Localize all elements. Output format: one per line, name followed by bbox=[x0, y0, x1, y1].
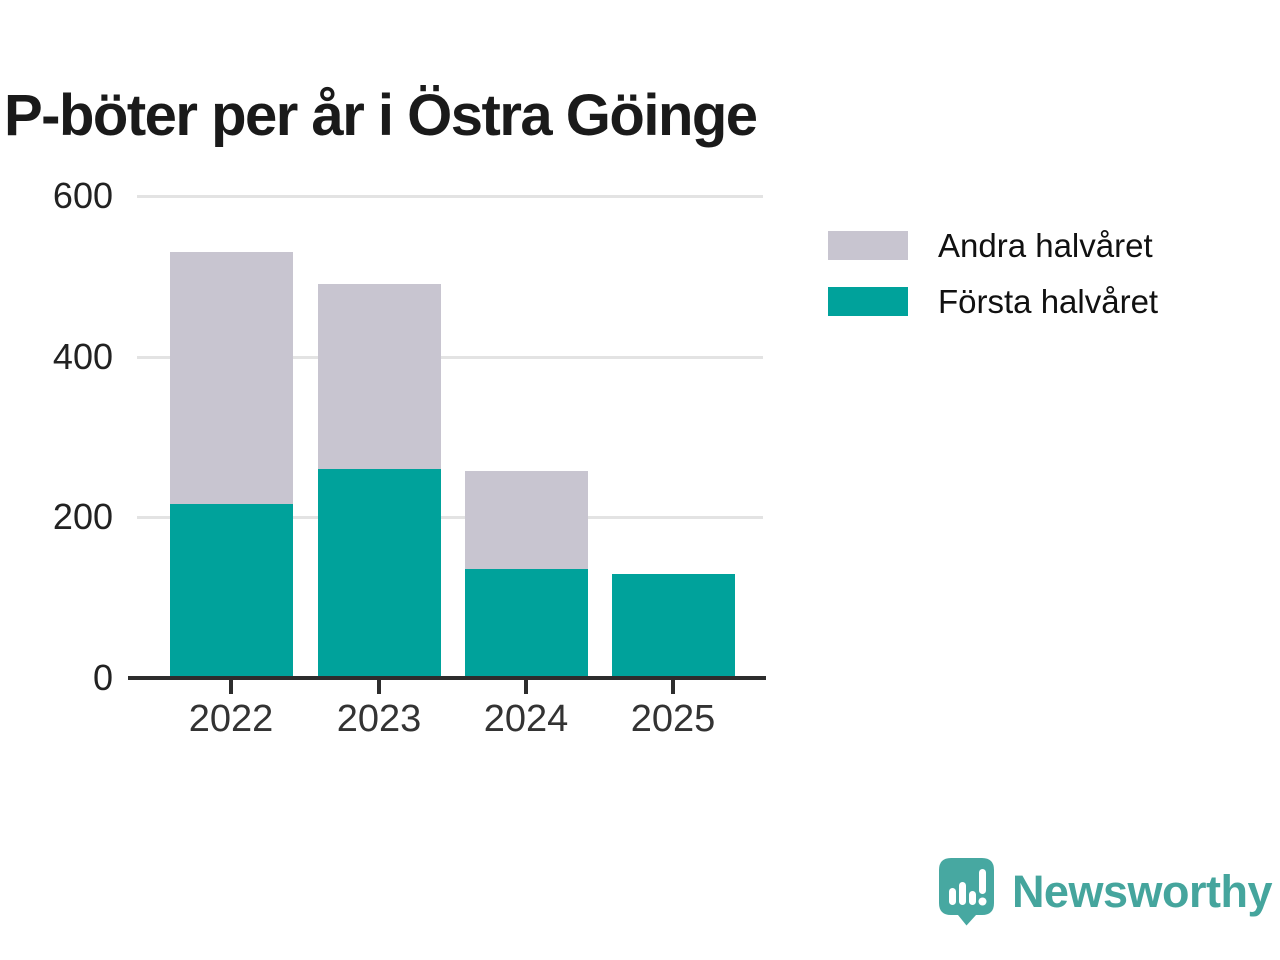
y-axis-label-400: 400 bbox=[52, 335, 113, 377]
legend-item-andra-halvaret: Andra halvåret bbox=[828, 227, 1158, 264]
x-axis-line bbox=[128, 676, 766, 680]
x-axis-tick-2024 bbox=[524, 680, 528, 694]
bar-2024-andra-halvaret bbox=[464, 470, 588, 569]
bar-2023-andra-halvaret bbox=[317, 284, 441, 470]
bar-2022-andra-halvaret bbox=[169, 252, 293, 505]
x-axis-tick-2025 bbox=[671, 680, 675, 694]
gridline-600 bbox=[137, 195, 763, 198]
y-axis-label-0: 0 bbox=[92, 657, 113, 698]
bar-2025-forsta-halvaret bbox=[611, 573, 735, 678]
legend-swatch-teal bbox=[828, 287, 908, 316]
x-axis-label-2023: 2023 bbox=[336, 698, 422, 740]
newsworthy-branding: Newsworthy bbox=[938, 858, 1273, 926]
x-axis-tick-2023 bbox=[377, 680, 381, 694]
x-axis-label-2022: 2022 bbox=[188, 698, 274, 740]
y-axis-label-200: 200 bbox=[52, 496, 113, 538]
legend-label: Första halvåret bbox=[938, 282, 1159, 320]
gridline-200 bbox=[137, 516, 763, 520]
x-axis-tick-2022 bbox=[229, 680, 233, 694]
legend-label: Andra halvåret bbox=[938, 226, 1153, 264]
x-axis-label-2024: 2024 bbox=[483, 698, 569, 740]
legend-swatch-gray bbox=[828, 231, 908, 260]
brand-name: Newsworthy bbox=[1011, 866, 1273, 917]
y-axis-label-600: 600 bbox=[52, 175, 113, 216]
bar-2023-forsta-halvaret bbox=[317, 469, 441, 678]
x-axis-label-2025: 2025 bbox=[630, 698, 716, 740]
legend-item-forsta-halvaret: Första halvåret bbox=[828, 283, 1158, 320]
chart-legend: Andra halvåret Första halvåret bbox=[828, 227, 1158, 343]
bar-2024-forsta-halvaret bbox=[464, 568, 588, 678]
chart-title: P-böter per år i Östra Göinge bbox=[4, 82, 758, 148]
gridline-400 bbox=[137, 355, 763, 359]
bar-2022-forsta-halvaret bbox=[169, 504, 293, 678]
newsworthy-logo-icon bbox=[938, 858, 994, 926]
